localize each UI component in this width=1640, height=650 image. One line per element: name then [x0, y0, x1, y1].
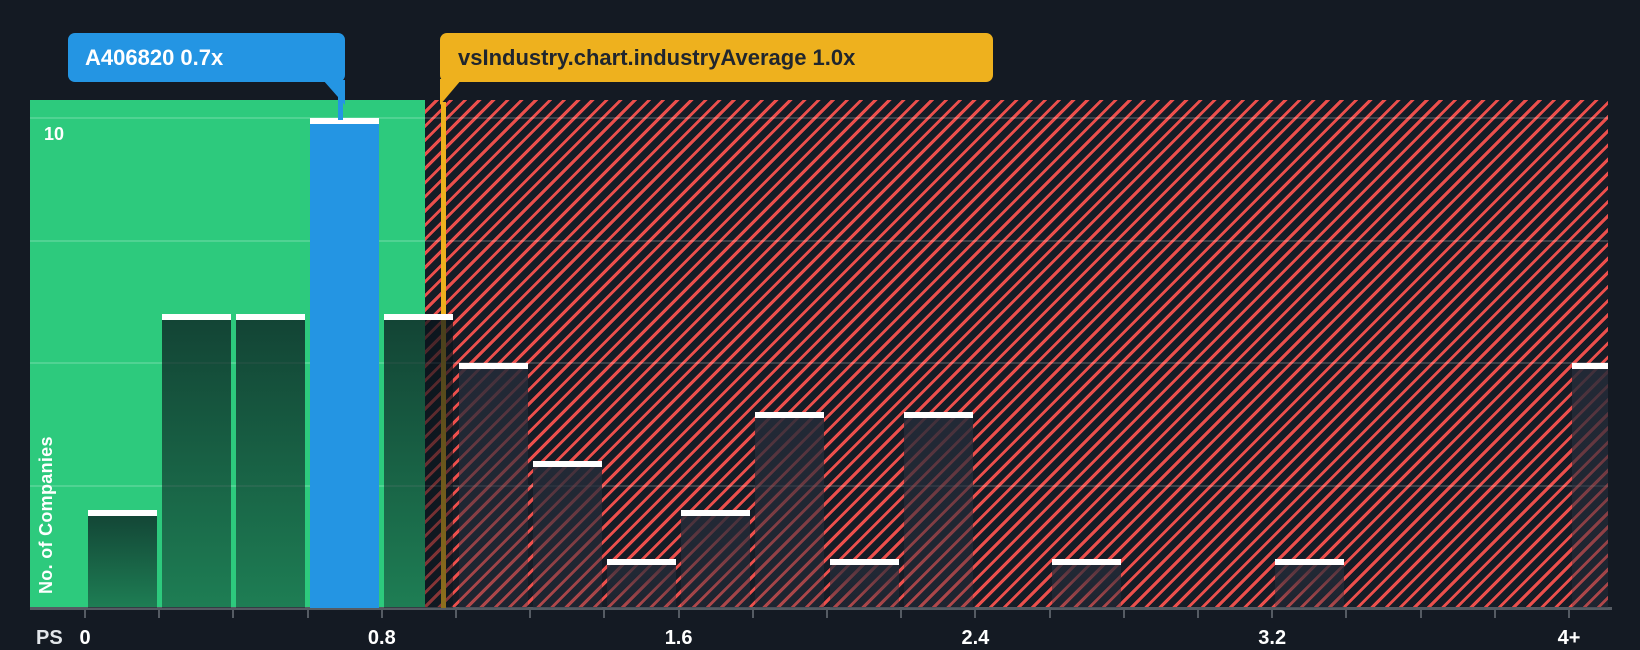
x-axis-tick: [1048, 610, 1051, 618]
x-axis-title: PS: [36, 627, 63, 649]
x-axis-tick: [974, 610, 977, 618]
plot-area: [30, 100, 1608, 608]
x-axis-label-3.2: 3.2: [1258, 627, 1287, 649]
x-axis-tick: [380, 610, 383, 618]
histogram-bar-2[interactable]: [829, 559, 899, 608]
company-bar[interactable]: [310, 118, 380, 608]
y-gridline-7.5: [30, 239, 1608, 242]
industry-tooltip: vsIndustry.chart.industryAverage 1.0x: [440, 33, 993, 82]
industry-tooltip-pointer: [440, 79, 462, 105]
x-axis-label-0.8: 0.8: [367, 627, 396, 649]
x-axis-tick: [232, 610, 235, 618]
y-gridline-5: [30, 362, 1608, 364]
histogram-bar-0.8[interactable]: [384, 314, 454, 608]
histogram-bar-0.2[interactable]: [161, 314, 232, 608]
histogram-bar-1.2[interactable]: [532, 461, 603, 608]
x-axis-tick: [826, 610, 828, 618]
y-axis-title: No. of Companies: [36, 436, 56, 594]
x-axis-tick: [677, 610, 680, 618]
histogram-bar-1.4[interactable]: [606, 559, 677, 608]
x-axis-label-0: 0: [79, 627, 91, 649]
x-axis-tick: [1271, 610, 1274, 618]
x-axis-tick: [1493, 610, 1496, 618]
histogram-bar-1[interactable]: [458, 363, 528, 608]
y-axis-tick-label: 10: [44, 124, 65, 144]
x-axis-label-4+: 4+: [1557, 627, 1581, 649]
histogram-bar-0[interactable]: [87, 510, 157, 608]
histogram-bar-2.2[interactable]: [903, 412, 974, 608]
x-axis-tick: [84, 610, 86, 618]
x-axis-label-1.6: 1.6: [664, 627, 693, 649]
x-axis-tick: [1122, 610, 1125, 618]
x-axis-label-2.4: 2.4: [961, 627, 990, 649]
x-axis-tick: [603, 610, 606, 618]
x-axis-tick: [1568, 610, 1570, 618]
x-axis-tick: [529, 610, 532, 618]
x-axis-tick: [1345, 610, 1348, 618]
histogram-bar-3.2[interactable]: [1274, 559, 1345, 608]
histogram-bar-4[interactable]: [1571, 363, 1608, 608]
x-axis-tick: [900, 610, 903, 618]
histogram-bar-0.4[interactable]: [235, 314, 306, 608]
x-axis-tick: [306, 610, 309, 618]
company-tooltip-pointer: [323, 80, 345, 105]
x-axis-tick: [1419, 610, 1422, 618]
x-axis-line: [30, 607, 1612, 610]
x-axis-tick: [158, 610, 161, 618]
histogram-bar-1.8[interactable]: [755, 412, 825, 608]
y-gridline-10: [30, 117, 1608, 119]
above-average-hatch-band: [425, 100, 1608, 608]
histogram-bar-1.6[interactable]: [681, 510, 751, 608]
x-axis-tick: [751, 610, 754, 618]
x-axis-tick: [455, 610, 457, 618]
x-axis-tick: [1197, 610, 1199, 618]
histogram-bar-2.6[interactable]: [1052, 559, 1122, 608]
company-tooltip: A406820 0.7x: [68, 33, 345, 82]
